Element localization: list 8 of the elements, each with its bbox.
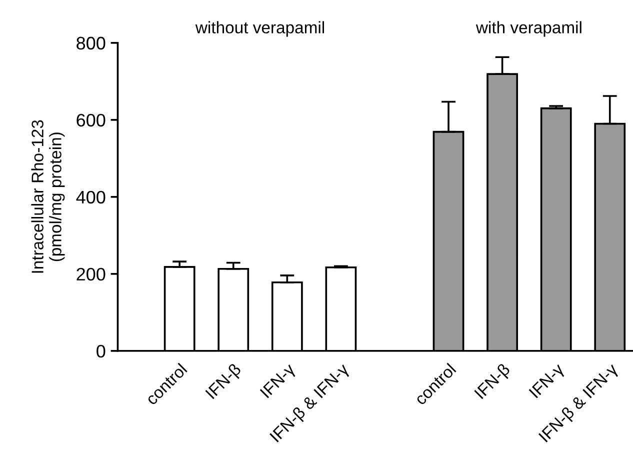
y-tick-label: 0 (96, 344, 106, 358)
y-tick-label: 400 (76, 190, 106, 204)
y-axis-title: Intracellular Rho-123 (pmol/mg protein) (31, 120, 65, 273)
y-tick-label: 600 (76, 114, 106, 127)
text: with verapamil (476, 21, 582, 37)
y-tick-label: 200 (76, 268, 106, 281)
y-tick-label: 800 (76, 36, 106, 50)
text: without verapamil (195, 21, 324, 37)
